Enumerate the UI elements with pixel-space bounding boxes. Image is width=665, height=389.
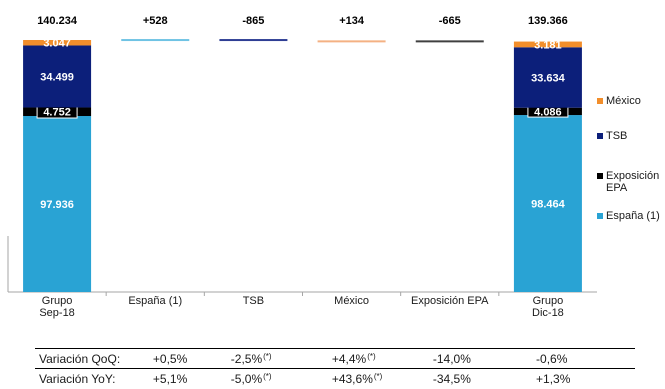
variation-cell: +5,1% xyxy=(152,368,231,388)
category-label: Grupo Sep-18 xyxy=(39,295,74,319)
legend-item: España (1) xyxy=(597,210,665,222)
variation-value: +4,4% xyxy=(331,351,367,366)
segment-label: 3.181 xyxy=(534,39,562,51)
category-label: Exposición EPA xyxy=(411,295,489,307)
bar-segment xyxy=(23,40,92,46)
delta-bar xyxy=(219,39,288,42)
variation-table: Variación QoQ: +0,5% -2,5%(*) +4,4%(*) -14,0… xyxy=(35,348,635,388)
chart-svg: 97.936 4.752 34.499 3.047 98.464 4.086 33.634 3… xyxy=(7,15,597,319)
delta-bar xyxy=(415,40,484,43)
legend-swatch xyxy=(597,98,603,104)
variation-value: +43,6% xyxy=(331,371,373,386)
category-label: México xyxy=(334,295,369,307)
top-value-label: -665 xyxy=(439,15,461,27)
variation-cell: +0,5% xyxy=(152,348,231,369)
variation-cell: -14,0% xyxy=(432,348,537,369)
top-value-label: -865 xyxy=(242,15,264,27)
bar-segment xyxy=(513,41,582,48)
variation-row: Variación QoQ: +0,5% -2,5%(*) +4,4%(*) -14,0… xyxy=(35,348,635,369)
segment-label: 4.086 xyxy=(534,106,562,118)
bar-segment xyxy=(513,115,582,292)
category-label-line: Exposición EPA xyxy=(411,295,489,307)
category-label-line: Grupo xyxy=(533,295,564,307)
category-label: España (1) xyxy=(128,295,182,307)
category-label: Grupo Dic-18 xyxy=(532,295,564,319)
bar-segment xyxy=(513,47,582,108)
segment-label: 33.634 xyxy=(531,72,566,84)
variation-value: -5,0% xyxy=(230,371,263,386)
variation-footnote-mark: (*) xyxy=(263,351,272,361)
category-label-line: España (1) xyxy=(128,295,182,307)
variation-footnote-mark: (*) xyxy=(373,371,383,381)
bar-segment xyxy=(23,116,92,292)
variation-row: Variación YoY: +5,1% -5,0%(*) +43,6%(*) -34,… xyxy=(35,368,635,388)
category-label-line: Grupo xyxy=(42,295,73,307)
top-value-label: +134 xyxy=(339,15,365,27)
variation-cell: -34,5% xyxy=(432,368,537,388)
legend-item: México xyxy=(597,95,665,107)
category-label-line: Dic-18 xyxy=(532,307,564,319)
bar-segment xyxy=(23,45,92,108)
variation-value: -2,5% xyxy=(230,351,263,366)
variation-cell: +1,3% xyxy=(536,368,635,388)
variation-value: -0,6% xyxy=(536,351,568,366)
segment-label: 3.047 xyxy=(43,38,71,50)
variation-value: +1,3% xyxy=(536,371,571,386)
legend-swatch xyxy=(597,213,603,219)
segment-label: 98.464 xyxy=(531,199,566,211)
variation-cell: -2,5%(*) xyxy=(230,348,332,369)
variation-cell: +4,4%(*) xyxy=(331,348,433,369)
legend-label: México xyxy=(606,95,641,107)
top-value-label: 140.234 xyxy=(37,15,78,27)
legend-swatch xyxy=(597,133,603,139)
variation-row-label: Variación YoY: xyxy=(35,368,153,388)
variation-footnote-mark: (*) xyxy=(367,351,376,361)
variation-cell: -0,6% xyxy=(536,348,635,369)
variation-cell: +43,6%(*) xyxy=(331,368,433,388)
variation-cell: -5,0%(*) xyxy=(230,368,332,388)
legend-item: TSB xyxy=(597,130,665,142)
legend-item: Exposición EPA xyxy=(597,170,665,194)
top-value-label: +528 xyxy=(143,15,168,27)
legend-label: Exposición EPA xyxy=(606,170,660,194)
variation-value: -14,0% xyxy=(432,351,471,366)
variation-value: +5,1% xyxy=(152,371,188,386)
legend-label: España (1) xyxy=(606,210,660,222)
segment-label: 4.752 xyxy=(43,107,71,119)
variation-value: -34,5% xyxy=(432,371,471,386)
segment-label: 97.936 xyxy=(40,199,74,211)
category-label-line: México xyxy=(334,295,369,307)
legend-label: TSB xyxy=(606,130,628,142)
variation-row-label: Variación QoQ: xyxy=(35,348,153,369)
delta-bar xyxy=(317,40,386,43)
delta-bar xyxy=(121,39,190,42)
legend-swatch xyxy=(597,173,603,179)
category-label: TSB xyxy=(243,295,264,307)
category-label-line: Sep-18 xyxy=(39,307,74,319)
variation-footnote-mark: (*) xyxy=(263,371,272,381)
waterfall-chart: 97.936 4.752 34.499 3.047 98.464 4.086 33.634 3… xyxy=(7,15,597,319)
variation-value: +0,5% xyxy=(152,351,188,366)
top-value-label: 139.366 xyxy=(528,15,568,27)
category-label-line: TSB xyxy=(243,295,264,307)
segment-label: 34.499 xyxy=(40,71,74,83)
